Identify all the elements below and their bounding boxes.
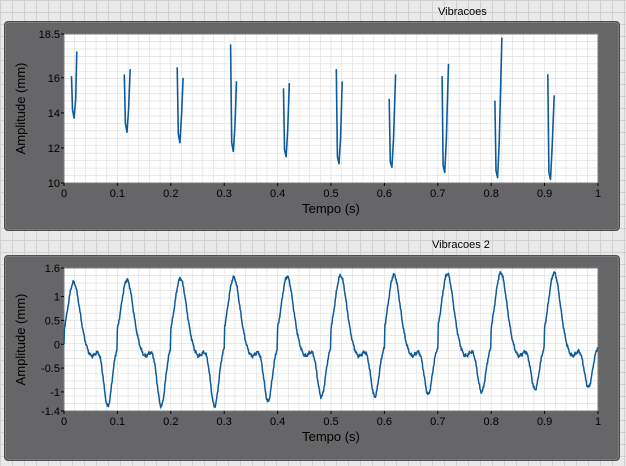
chart1-x-tick-label: 0.2: [163, 188, 178, 200]
chart1-series-segment: [388, 74, 397, 168]
chart2-y-tick-label: -1.4: [41, 406, 60, 418]
chart1-series-segment: [123, 69, 131, 133]
chart1-y-tick-label: 16: [48, 73, 60, 85]
chart1-series: [70, 37, 555, 181]
chart2-series-line: [63, 270, 599, 409]
chart1-x-tick-label: 0.7: [430, 188, 445, 200]
chart2-x-axis-label: Tempo (s): [302, 429, 360, 444]
chart1-series-segment: [70, 51, 78, 119]
chart1-x-tick-label: 0.1: [110, 188, 125, 200]
chart1-x-tick-label: 0.5: [323, 188, 338, 200]
chart1-y-axis-label: Amplitude (mm): [13, 63, 28, 155]
chart2-x-tick-label: 0.9: [537, 416, 552, 428]
chart2-x-tick-label: 0.7: [430, 416, 445, 428]
chart2-x-tick-label: 0.6: [377, 416, 392, 428]
chart1-x-tick-label: 0.6: [377, 188, 392, 200]
chart1-x-tick-label: 0.9: [537, 188, 552, 200]
chart1-series-segment: [335, 69, 343, 165]
chart1-y-tick-label: 14: [48, 108, 60, 120]
chart2-y-tick-label: 1.6: [45, 263, 60, 275]
chart1-y-tick-label: 12: [48, 143, 60, 155]
chart2-y-axis-label: Amplitude (mm): [13, 294, 28, 386]
chart2-y-tick-label: 0: [54, 339, 60, 351]
chart1-x-axis-label: Tempo (s): [302, 201, 360, 216]
chart2-y-tick-label: -1: [50, 387, 60, 399]
chart1-x-tick-label: 1: [595, 188, 601, 200]
chart2-title: Vibracoes 2: [432, 239, 490, 251]
chart1-title: Vibracoes: [438, 6, 487, 18]
chart1-y-tick-label: 10: [48, 178, 60, 190]
chart1-x-tick-label: 0: [61, 188, 67, 200]
chart1-x-tick-label: 0.4: [270, 188, 285, 200]
chart2-y-tick-label: -0.5: [41, 363, 60, 375]
chart1-series-segment: [229, 44, 238, 153]
chart1-series-segment: [547, 74, 555, 181]
chart1-series-segment: [441, 63, 450, 174]
chart1-x-tick-label: 0.3: [217, 188, 232, 200]
chart1-x-tick-label: 0.8: [484, 188, 499, 200]
chart2-x-tick-label: 0.1: [110, 416, 125, 428]
chart2-y-tick-label: 0.5: [45, 315, 60, 327]
chart2-x-tick-label: 0.5: [323, 416, 338, 428]
chart2-x-tick-label: 1: [595, 416, 601, 428]
chart2-x-tick-label: 0.4: [270, 416, 285, 428]
chart1-series-segment: [282, 83, 291, 158]
chart2-x-tick-label: 0.8: [484, 416, 499, 428]
chart1-series-segment: [176, 67, 184, 144]
chart1-series-segment: [494, 37, 503, 179]
chart1-y-tick-label: 18.5: [39, 29, 60, 41]
chart2-x-tick-label: 0.2: [163, 416, 178, 428]
chart2-x-tick-label: 0: [61, 416, 67, 428]
chart2-x-tick-label: 0.3: [217, 416, 232, 428]
chart2-y-tick-label: 1: [54, 292, 60, 304]
